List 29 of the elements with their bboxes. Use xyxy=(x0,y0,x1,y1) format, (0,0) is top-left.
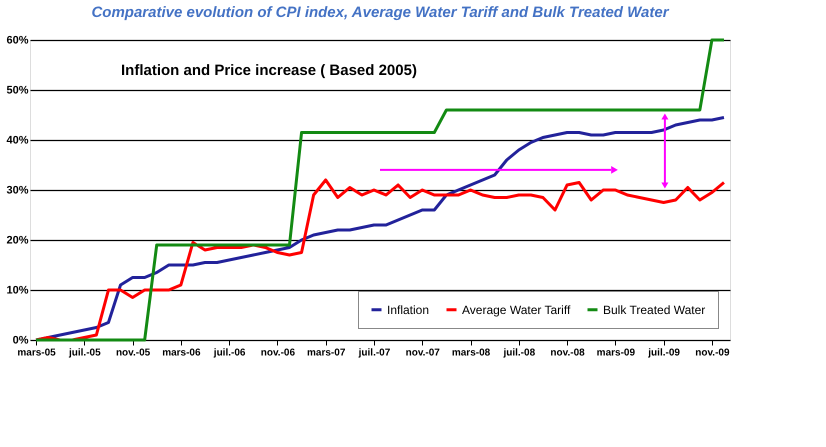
legend-label: Average Water Tariff xyxy=(462,302,571,317)
x-tick-label: juil.-06 xyxy=(212,348,246,358)
y-tick-label: 60% xyxy=(6,34,29,46)
x-tick-label: juil.-07 xyxy=(358,348,391,358)
x-tick-label: nov.-06 xyxy=(260,348,296,358)
line-series xyxy=(34,178,726,342)
y-tick-label: 30% xyxy=(6,184,29,196)
y-tick-label: 0% xyxy=(12,334,29,346)
x-tick-label: nov.-05 xyxy=(116,348,151,358)
x-tick-label: nov.-07 xyxy=(406,348,440,358)
legend-label: Inflation xyxy=(387,302,430,317)
x-tick-label: mars-05 xyxy=(17,348,56,358)
line-series xyxy=(34,38,726,342)
x-tick-label: juil.-05 xyxy=(68,348,102,358)
x-tick-label: nov.-09 xyxy=(695,348,730,358)
y-tick-label: 20% xyxy=(6,234,29,246)
y-tick-label: 40% xyxy=(6,134,29,146)
annotation: Inflation and Price increase ( Based 2005) xyxy=(121,62,417,79)
y-tick-label: 50% xyxy=(6,84,29,96)
x-tick-label: juil.-08 xyxy=(502,348,536,358)
x-tick-label: mars-09 xyxy=(596,348,636,358)
chart-title: Comparative evolution of CPI index, Average Water Tariff and Bulk Treated Water xyxy=(91,4,670,21)
y-tick-label: 10% xyxy=(6,284,29,296)
legend-label: Bulk Treated Water xyxy=(603,302,706,317)
x-tick-label: mars-06 xyxy=(162,348,201,358)
x-tick-label: juil.-09 xyxy=(647,348,680,358)
x-tick-label: mars-08 xyxy=(452,348,491,358)
x-tick-label: mars-07 xyxy=(307,348,346,358)
x-tick-label: nov.-08 xyxy=(550,348,586,358)
